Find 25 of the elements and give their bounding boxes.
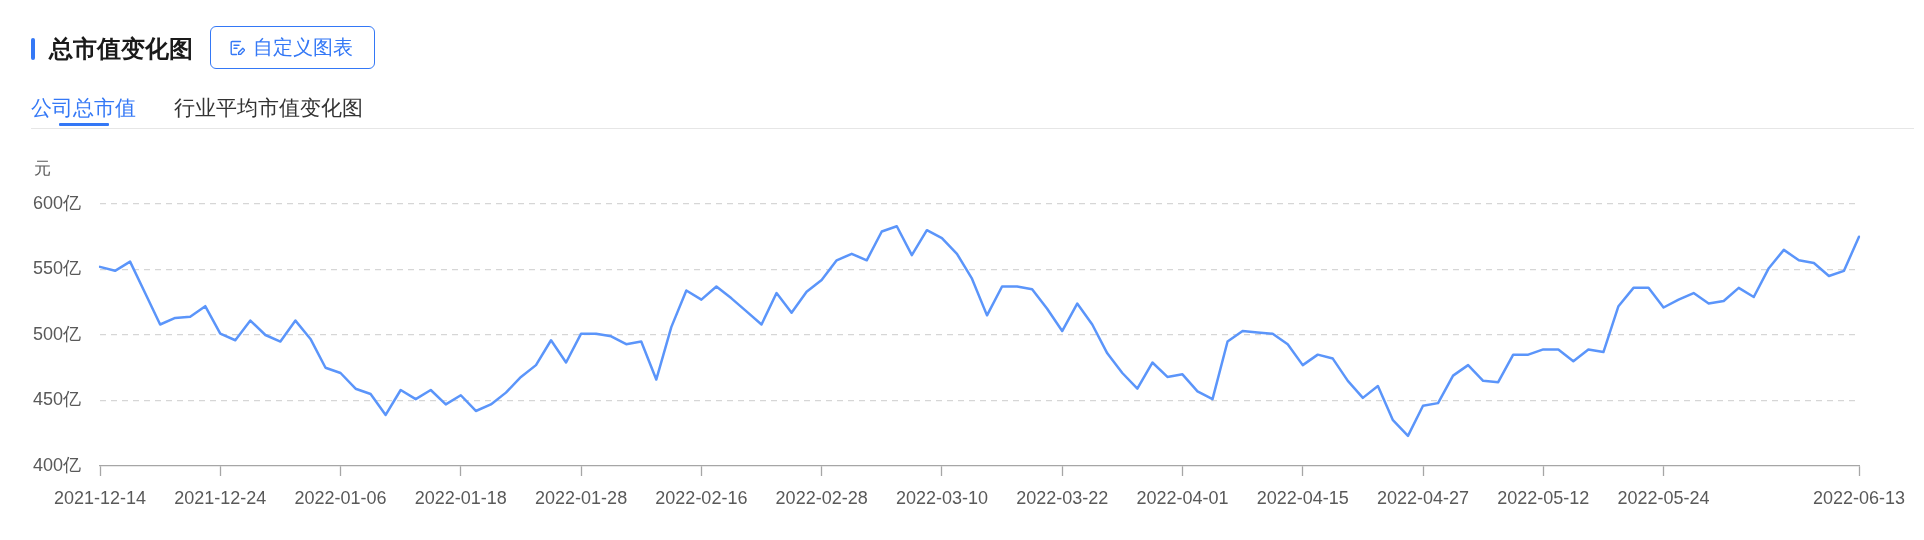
text: 公司总市值 bbox=[31, 96, 136, 119]
text: 自定义图表 bbox=[253, 36, 353, 58]
x-tick-label: 2022-01-06 bbox=[294, 487, 387, 508]
x-tick-label: 2022-05-12 bbox=[1497, 487, 1590, 508]
chart-title: 总市值变化图 bbox=[49, 35, 193, 62]
x-tick-label: 2022-05-24 bbox=[1617, 487, 1710, 508]
x-tick-label: 2022-01-18 bbox=[414, 487, 507, 508]
x-tick-label: 2022-06-13 bbox=[1812, 487, 1906, 508]
x-tick-label: 2022-01-28 bbox=[535, 487, 628, 508]
y-tick-label: 550亿 bbox=[32, 258, 81, 279]
y-tick-label: 400亿 bbox=[32, 454, 81, 475]
text: 行业平均市值变化图 bbox=[174, 96, 363, 119]
x-tick-label: 2021-12-24 bbox=[174, 487, 267, 508]
y-axis-title: 元 bbox=[34, 159, 51, 178]
x-tick-label: 2022-04-15 bbox=[1256, 487, 1349, 508]
x-tick-label: 2022-04-01 bbox=[1136, 487, 1229, 508]
x-tick-label: 2022-02-16 bbox=[655, 487, 748, 508]
x-tick-label: 2022-03-22 bbox=[1016, 487, 1109, 508]
x-tick-label: 2022-03-10 bbox=[895, 487, 988, 508]
x-tick-label: 2021-12-14 bbox=[53, 487, 147, 508]
x-tick-label: 2022-02-28 bbox=[775, 487, 868, 508]
y-tick-label: 600亿 bbox=[32, 192, 81, 213]
x-tick-label: 2022-04-27 bbox=[1376, 487, 1470, 508]
y-tick-label: 500亿 bbox=[32, 323, 81, 344]
y-tick-label: 450亿 bbox=[32, 389, 81, 410]
